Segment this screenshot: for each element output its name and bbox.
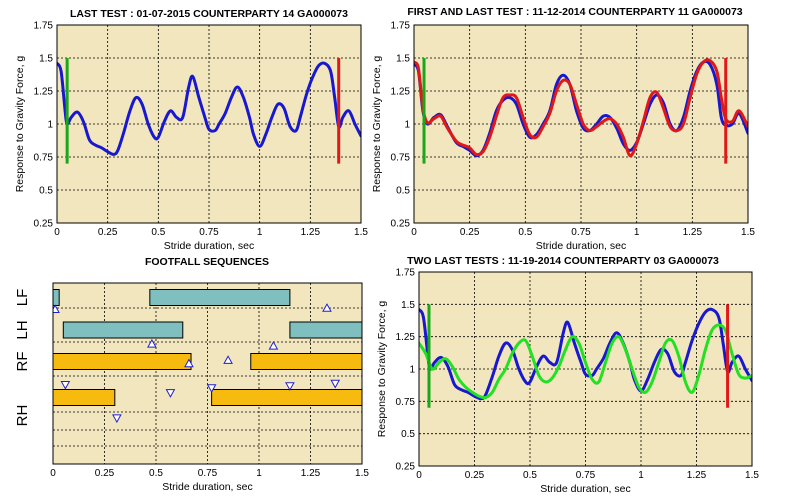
y-tick-label: 0.25 — [34, 219, 54, 230]
x-tick-label: 1.5 — [741, 227, 755, 238]
y-tick-label: 1.75 — [391, 21, 411, 32]
footfall-triangle-down — [285, 382, 295, 391]
footfall-bar-lh — [289, 321, 362, 339]
y-tick-label: 0.75 — [34, 153, 54, 164]
chart-panel-2: 0 0.25 0.5 0.75 1 1.25 1.50.250.50.7511.251.51… — [371, 6, 755, 252]
x-tick-label: 1 — [257, 227, 263, 238]
x-axis-label: Stride duration, sec — [540, 483, 630, 495]
chart-title: TWO LAST TESTS : 11-19-2014 COUNTERPARTY… — [407, 255, 719, 267]
footfall-bar-rh — [211, 389, 362, 406]
plot-frame — [413, 24, 749, 224]
footfall-triangle-up — [322, 303, 332, 312]
y-tick-label: 1 — [404, 120, 410, 131]
footfall-triangle-up — [223, 355, 233, 364]
plot-area — [53, 283, 362, 464]
footfall-triangle-down — [60, 380, 71, 390]
x-tick-label: 0.25 — [460, 227, 480, 238]
x-tick-label: 0.75 — [576, 470, 596, 481]
y-tick-label: 1.5 — [39, 54, 53, 65]
y-tick-label: 1.5 — [396, 54, 410, 65]
y-tick-label: 1 — [409, 365, 415, 376]
x-tick-label: 1.25 — [301, 227, 321, 238]
y-tick-label: 1.25 — [396, 332, 416, 343]
x-tick-label: 1 — [256, 468, 262, 479]
y-tick-label: 0.75 — [396, 397, 416, 408]
y-axis-label: Response to Gravity Force, g — [376, 301, 388, 438]
series-line-red — [414, 58, 748, 158]
y-tick-label: 0.5 — [39, 186, 53, 197]
footfall-triangle-down — [206, 384, 217, 393]
footfall-bar-lh — [62, 321, 184, 339]
x-tick-label: 0 — [411, 227, 417, 238]
x-tick-label: 0.25 — [465, 470, 485, 481]
x-tick-label: 0.5 — [523, 470, 537, 481]
chart-panel-4: 0 0.25 0.5 0.75 1 1.25 1.50.250.50.7511.251.51… — [376, 255, 759, 495]
x-tick-label: 1.5 — [745, 470, 759, 481]
y-tick-label: 1.75 — [396, 268, 416, 279]
y-tick-label: 0.25 — [396, 462, 416, 473]
y-tick-label: 1.25 — [34, 87, 54, 98]
plot-frame — [52, 282, 363, 465]
chart-title: LAST TEST : 01-07-2015 COUNTERPARTY 14 G… — [70, 8, 348, 20]
row-label-lf: LF — [14, 289, 31, 307]
x-tick-label: 1 — [638, 470, 644, 481]
x-tick-label: 1 — [634, 227, 640, 238]
chart-panel-3: 0 0.25 0.5 0.75 1 1.25 1.5 LF LH RF RH FOOTFALL SEQ… — [14, 256, 369, 493]
x-axis-label: Stride duration, sec — [162, 481, 252, 493]
footfall-bar-rf — [250, 353, 362, 370]
x-tick-label: 1.5 — [354, 227, 368, 238]
footfall-triangle-down — [330, 379, 341, 389]
plot-frame — [418, 271, 753, 467]
x-tick-label: 0.25 — [95, 468, 115, 479]
chart-panel-1: 0 0.25 0.5 0.75 1 1.25 1.50.250.50.7511.251.51… — [14, 8, 368, 252]
footfall-bar-rh — [53, 389, 116, 406]
y-tick-label: 1.5 — [401, 300, 415, 311]
x-tick-label: 0.5 — [151, 227, 165, 238]
x-tick-label: 0 — [416, 470, 422, 481]
y-tick-label: 1 — [47, 120, 53, 131]
y-axis-label: Response to Gravity Force, g — [14, 56, 26, 193]
series-line-bright_green — [419, 323, 752, 400]
x-tick-label: 1.25 — [683, 227, 703, 238]
chart-title: FOOTFALL SEQUENCES — [145, 256, 269, 268]
footfall-triangle-up — [147, 338, 157, 348]
x-tick-label: 0.75 — [571, 227, 591, 238]
y-tick-label: 0.5 — [396, 186, 410, 197]
footfall-triangle-down — [165, 389, 176, 398]
x-tick-label: 0.5 — [149, 468, 163, 479]
footfall-triangle-up — [184, 358, 194, 368]
x-tick-label: 1.25 — [301, 468, 321, 479]
x-tick-label: 0 — [50, 468, 56, 479]
y-tick-label: 0.5 — [401, 429, 415, 440]
x-axis-label: Stride duration, sec — [164, 240, 254, 252]
footfall-bar-lf — [53, 289, 60, 306]
series-line-blue — [57, 61, 361, 156]
chart-title: FIRST AND LAST TEST : 11-12-2014 COUNTER… — [407, 6, 742, 18]
x-tick-label: 1.25 — [687, 470, 707, 481]
y-tick-label: 1.25 — [391, 87, 411, 98]
row-label-rh: RH — [14, 405, 31, 427]
y-tick-label: 0.75 — [391, 153, 411, 164]
plot-frame — [56, 24, 362, 224]
y-tick-label: 0.25 — [391, 219, 411, 230]
x-tick-label: 0.5 — [518, 227, 532, 238]
footfall-triangle-down — [112, 414, 122, 424]
footfall-triangle-up — [268, 340, 279, 350]
x-tick-label: 0.25 — [98, 227, 118, 238]
x-axis-label: Stride duration, sec — [536, 240, 626, 252]
footfall-bar-rf — [53, 353, 192, 370]
y-tick-label: 1.75 — [34, 21, 54, 32]
footfall-bar-lf — [149, 289, 291, 306]
x-tick-label: 0 — [54, 227, 60, 238]
series-line-blue — [419, 307, 752, 401]
x-tick-label: 0.75 — [198, 468, 218, 479]
y-axis-label: Response to Gravity Force, g — [371, 56, 383, 193]
x-tick-label: 1.5 — [355, 468, 369, 479]
x-tick-label: 0.75 — [199, 227, 219, 238]
row-label-rf: RF — [14, 352, 31, 372]
row-label-lh: LH — [14, 320, 31, 339]
